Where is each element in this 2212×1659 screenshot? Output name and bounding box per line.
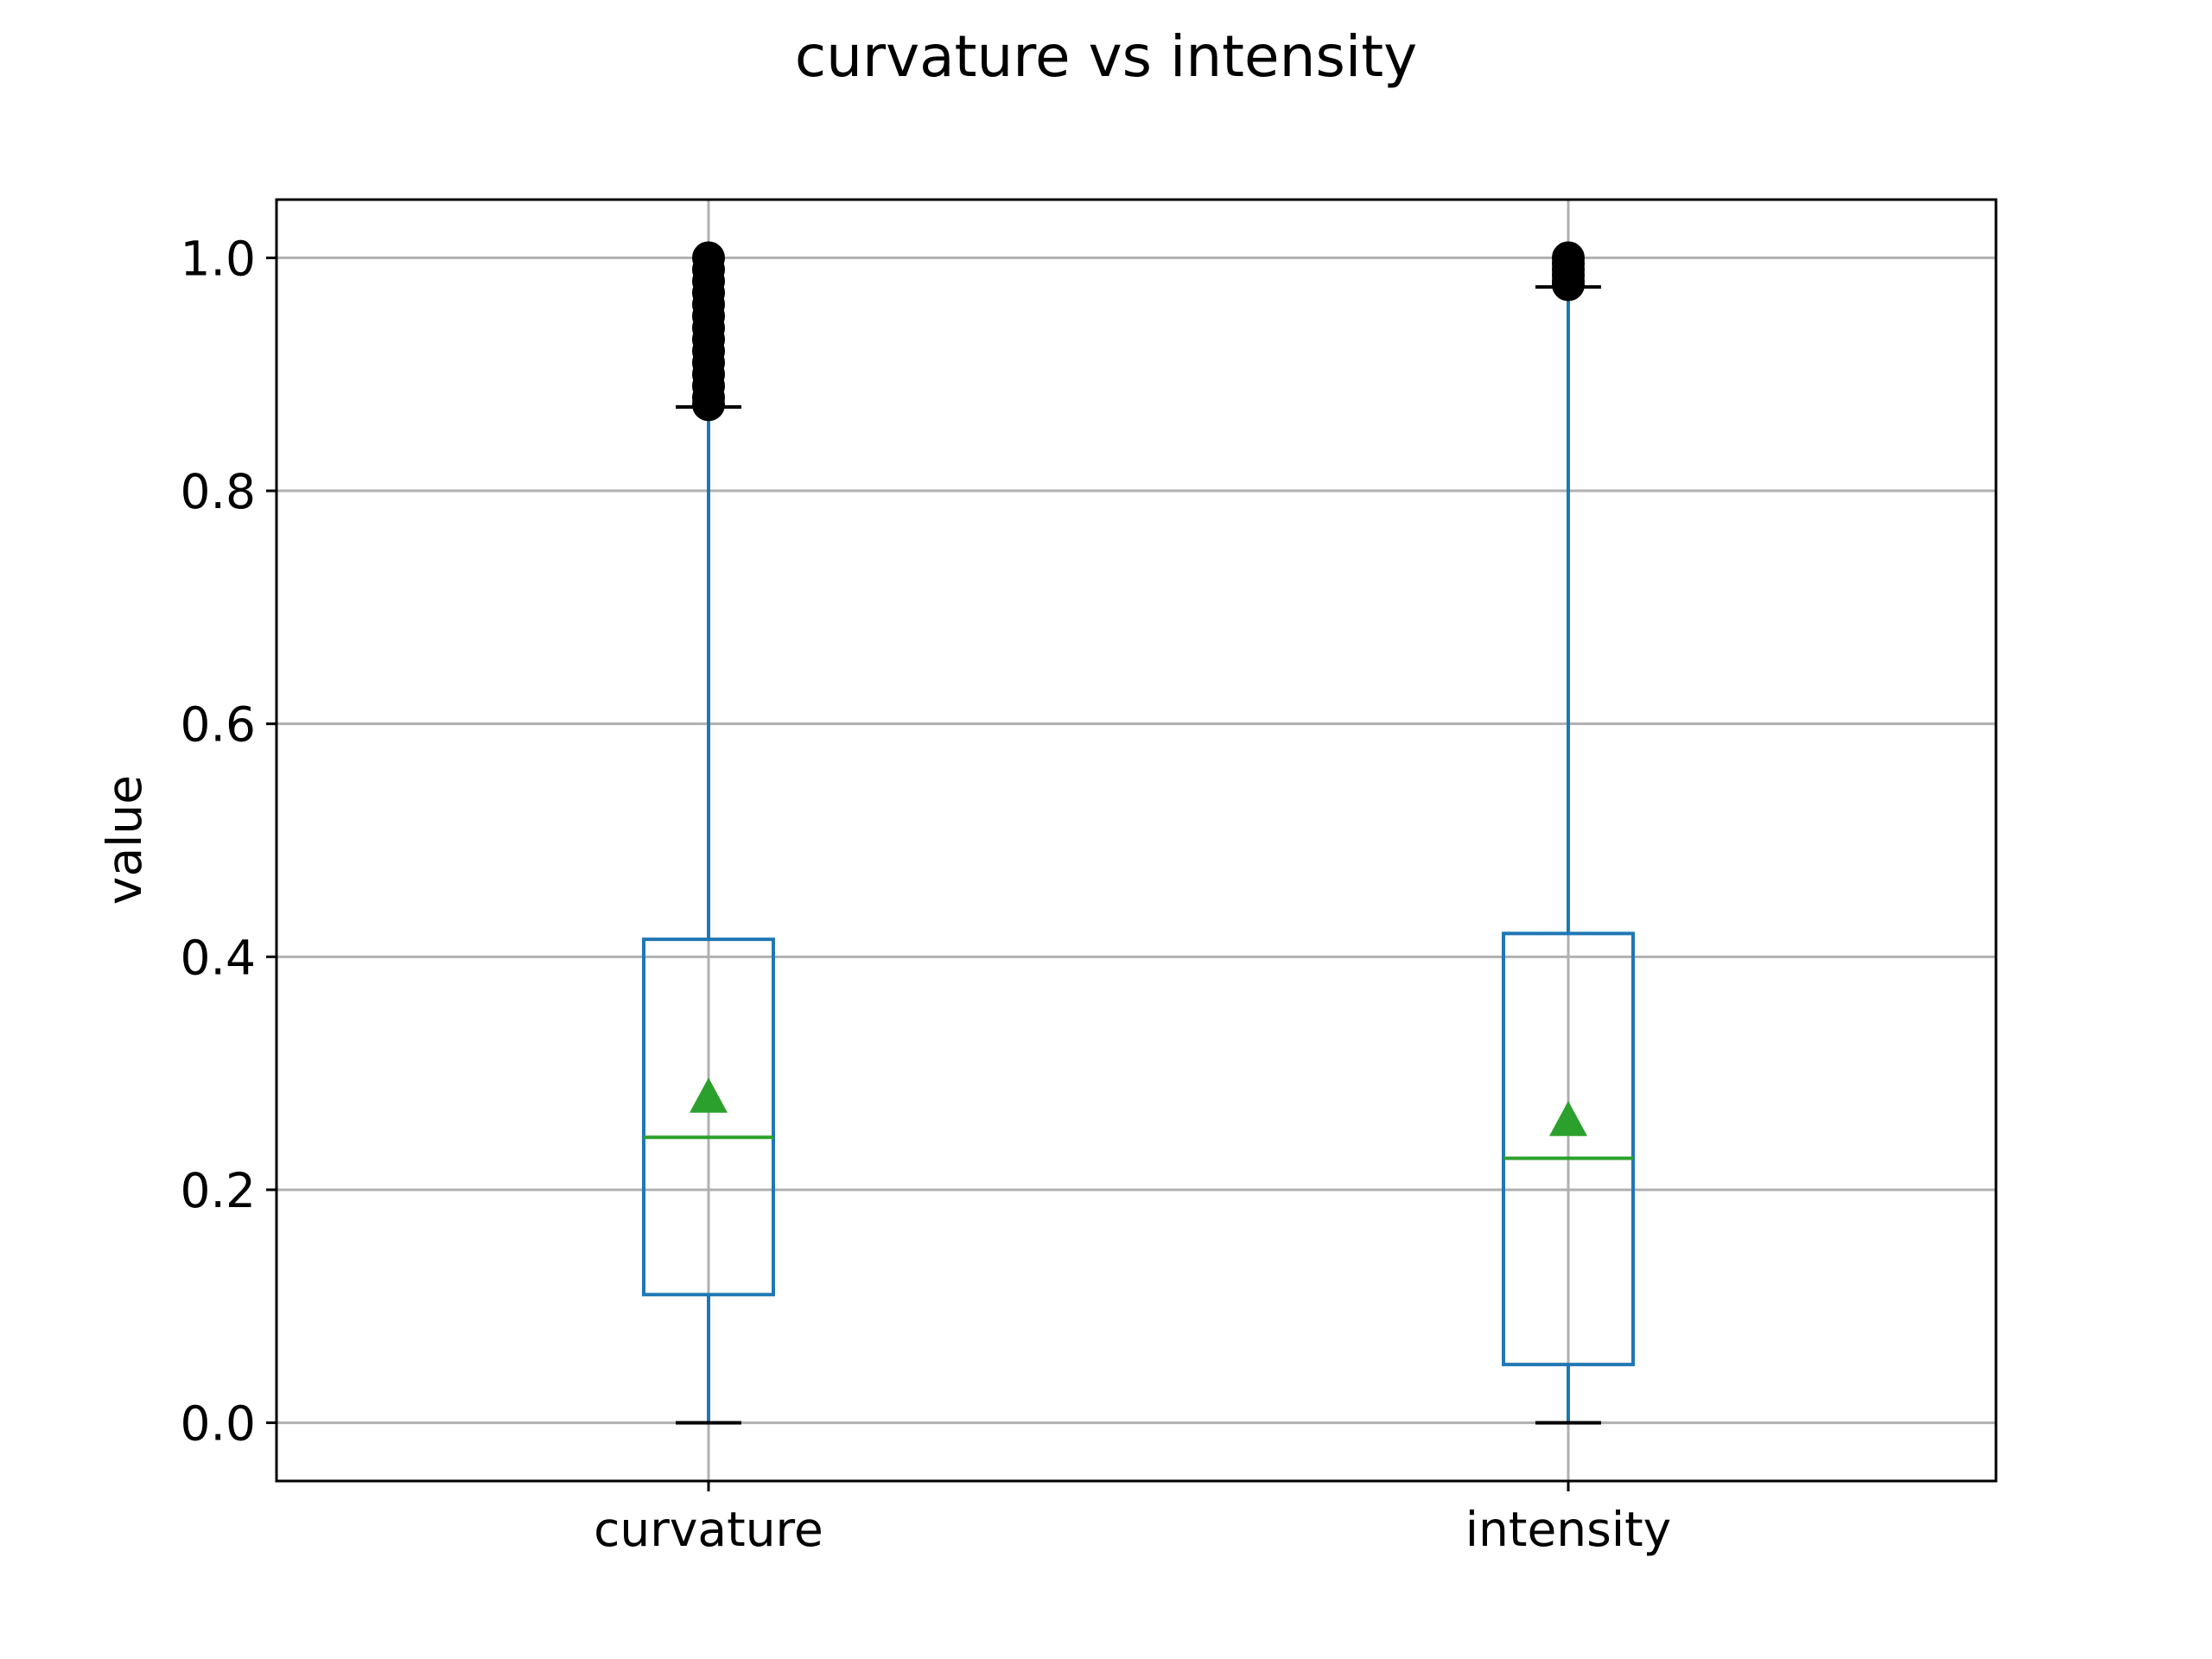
- x-tick-label: curvature: [594, 1502, 823, 1557]
- x-tick-label: intensity: [1465, 1502, 1671, 1557]
- y-tick-label: 1.0: [181, 231, 256, 286]
- y-axis-label: value: [97, 775, 152, 905]
- box-curvature: [642, 241, 775, 1425]
- y-tick-label: 0.4: [181, 930, 256, 985]
- outlier-point: [692, 241, 725, 275]
- mean-marker: [1549, 1101, 1587, 1136]
- box-body: [1502, 931, 1635, 1367]
- box-body: [642, 938, 775, 1297]
- y-tick-label: 0.6: [181, 697, 256, 753]
- y-tick-label: 0.8: [181, 464, 256, 519]
- y-tick-label: 0.0: [181, 1396, 256, 1452]
- y-tick-label: 0.2: [181, 1163, 256, 1218]
- mean-marker: [690, 1077, 728, 1113]
- chart-title: curvature vs intensity: [795, 23, 1417, 90]
- outlier-point: [1552, 241, 1585, 275]
- ticks-layer: 0.0 0.2 0.4 0.6 0.8 1.0 curvature intensity: [181, 231, 1672, 1557]
- box-intensity: [1502, 241, 1635, 1425]
- boxes-layer: [642, 241, 1635, 1425]
- plot-frame: [275, 198, 1998, 1483]
